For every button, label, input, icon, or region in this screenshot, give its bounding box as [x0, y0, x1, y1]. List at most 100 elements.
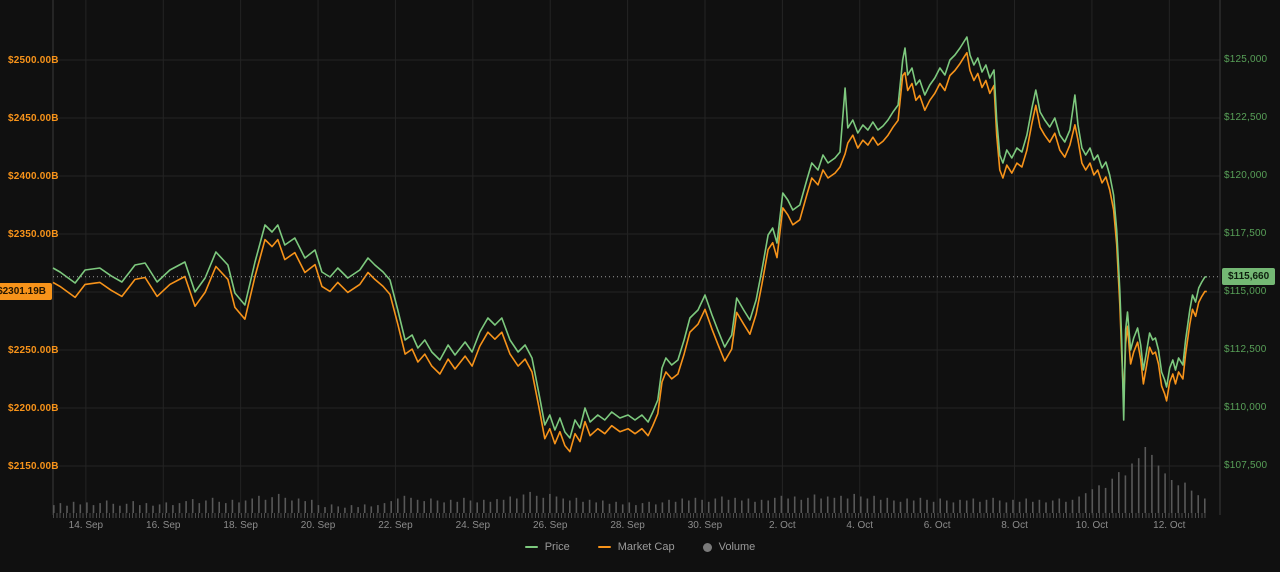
volume-bar — [879, 499, 882, 513]
market-cap-tick-label: $2500.00B — [8, 55, 59, 66]
date-tick-label: 22. Sep — [378, 520, 413, 531]
volume-bar — [284, 497, 287, 513]
volume-bar — [1204, 498, 1206, 513]
volume-bar — [251, 498, 253, 513]
volume-bar — [774, 497, 776, 513]
price-tick-label: $125,000 — [1224, 53, 1268, 65]
volume-bar — [1038, 499, 1041, 513]
market-cap-tick-label: $2250.00B — [8, 344, 59, 356]
volume-bar — [562, 498, 564, 513]
volume-bar — [436, 500, 439, 513]
volume-bar — [701, 499, 703, 513]
volume-bar — [1184, 482, 1186, 513]
volume-bar — [912, 500, 915, 513]
volume-bar — [807, 497, 809, 513]
volume-bar — [483, 499, 485, 513]
volume-bar — [125, 503, 128, 513]
volume-bar — [1170, 480, 1173, 513]
date-tick-label: 4. Oct — [846, 520, 874, 531]
volume-bar — [569, 500, 571, 513]
price-tick-label: $120,000 — [1224, 170, 1268, 181]
date-tick-label: 28. Sep — [610, 520, 645, 531]
volume-bar — [535, 495, 538, 513]
volume-bar — [529, 491, 531, 513]
volume-bar — [191, 499, 194, 513]
volume-bar — [330, 504, 333, 513]
volume-bar — [185, 501, 187, 513]
date-tick-label: 14. Sep — [68, 520, 104, 531]
market-cap-tick-label: $2350.00B — [8, 228, 59, 240]
volume-bar — [1190, 490, 1193, 513]
volume-bar — [469, 500, 472, 513]
volume-bar — [264, 499, 267, 513]
volume-bar — [608, 503, 611, 513]
volume-bar — [668, 499, 670, 513]
volume-bar — [932, 501, 935, 513]
market-cap-current-badge: $2301.19B — [0, 282, 52, 300]
volume-bar — [463, 497, 465, 513]
price-line — [52, 36, 1207, 439]
date-tick-label: 10. Oct — [1075, 520, 1109, 531]
volume-bar — [119, 505, 121, 513]
volume-bar — [655, 504, 657, 513]
volume-bar — [648, 501, 650, 513]
price-current-badge: $115,660 — [1222, 267, 1276, 285]
volume-bar — [780, 495, 783, 513]
market-cap-line — [52, 51, 1207, 453]
volume-bar — [1025, 498, 1027, 513]
date-tick-label: 18. Sep — [223, 520, 258, 531]
volume-bar — [337, 506, 339, 513]
volume-bar — [324, 507, 326, 513]
volume-bar — [602, 500, 604, 513]
volume-bar — [363, 504, 366, 513]
market-cap-tick-label: $2400.00B — [8, 171, 59, 182]
volume-bar — [430, 498, 432, 513]
volume-bar — [72, 501, 75, 513]
volume-bar — [628, 502, 631, 513]
volume-bar — [826, 496, 829, 513]
volume-bar — [542, 497, 545, 513]
volume-bar — [998, 500, 1001, 513]
volume-bar — [516, 498, 518, 513]
volume-bar — [1051, 500, 1054, 513]
volume-bar — [926, 499, 928, 513]
volume-bar — [357, 507, 359, 513]
volume-bar — [449, 499, 452, 513]
volume-bar — [350, 505, 353, 513]
volume-bar — [1012, 499, 1014, 513]
volume-bar — [694, 497, 697, 513]
volume-bar — [787, 498, 789, 513]
volume-bar — [674, 501, 677, 513]
volume-bar — [244, 500, 247, 513]
legend-label-market-cap: Market Cap — [617, 541, 675, 553]
volume-bar — [271, 497, 273, 513]
volume-bar — [238, 502, 240, 513]
volume-bar — [502, 499, 505, 513]
volume-bar — [820, 498, 822, 513]
legend-item-volume[interactable]: Volume — [702, 541, 756, 553]
volume-bar — [158, 504, 161, 513]
legend-label-volume: Volume — [718, 541, 756, 553]
chart-legend: Price Market Cap Volume — [0, 541, 1280, 553]
legend-item-market-cap[interactable]: Market Cap — [597, 541, 675, 553]
volume-bar — [641, 503, 644, 513]
volume-bar — [522, 494, 525, 513]
volume-bar — [165, 502, 168, 513]
volume-bar — [595, 502, 597, 513]
price-tick-label: $122,500 — [1224, 112, 1268, 123]
volume-bar — [86, 502, 88, 513]
volume-bar — [79, 504, 82, 513]
volume-bar — [681, 498, 683, 513]
volume-bar — [92, 505, 95, 513]
market-cap-tick-label: $2200.00B — [8, 402, 59, 414]
volume-bar — [211, 497, 214, 513]
volume-bar — [549, 493, 551, 513]
volume-bar — [1164, 473, 1166, 513]
volume-bar — [397, 498, 399, 513]
volume-bar — [132, 501, 134, 513]
volume-bar — [615, 501, 617, 513]
legend-item-price[interactable]: Price — [524, 541, 570, 553]
volume-bar — [344, 507, 346, 513]
